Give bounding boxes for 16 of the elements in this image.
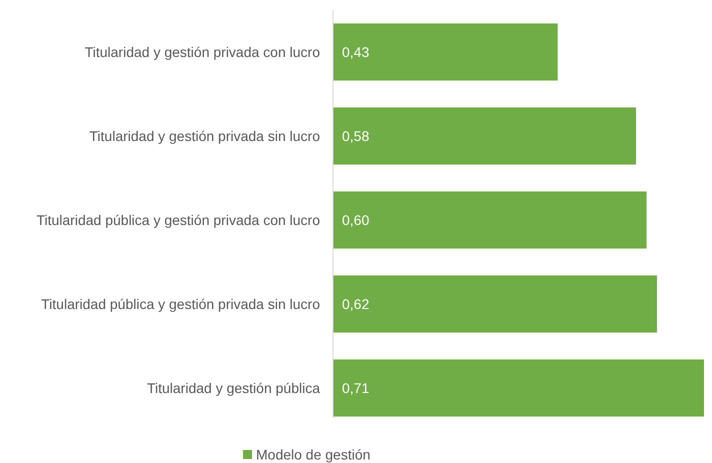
data-label: 0,71 [342,380,370,396]
bar [333,107,636,165]
y-tick-label: Titularidad y gestión privada sin lucro [89,128,320,144]
y-tick-label: Titularidad y gestión privada con lucro [84,44,320,60]
y-tick-label: Titularidad pública y gestión privada sin lucro [41,296,320,312]
y-tick-label: Titularidad pública y gestión privada con lucro [36,212,320,228]
data-label: 0,43 [342,44,370,60]
bar [333,359,704,417]
bar [333,191,647,249]
bar [333,275,657,333]
y-tick-label: Titularidad y gestión pública [146,380,320,396]
data-label: 0,58 [342,128,370,144]
bar [333,23,558,81]
data-label: 0,62 [342,296,370,312]
legend-label: Modelo de gestión [256,446,370,462]
data-label: 0,60 [342,212,370,228]
